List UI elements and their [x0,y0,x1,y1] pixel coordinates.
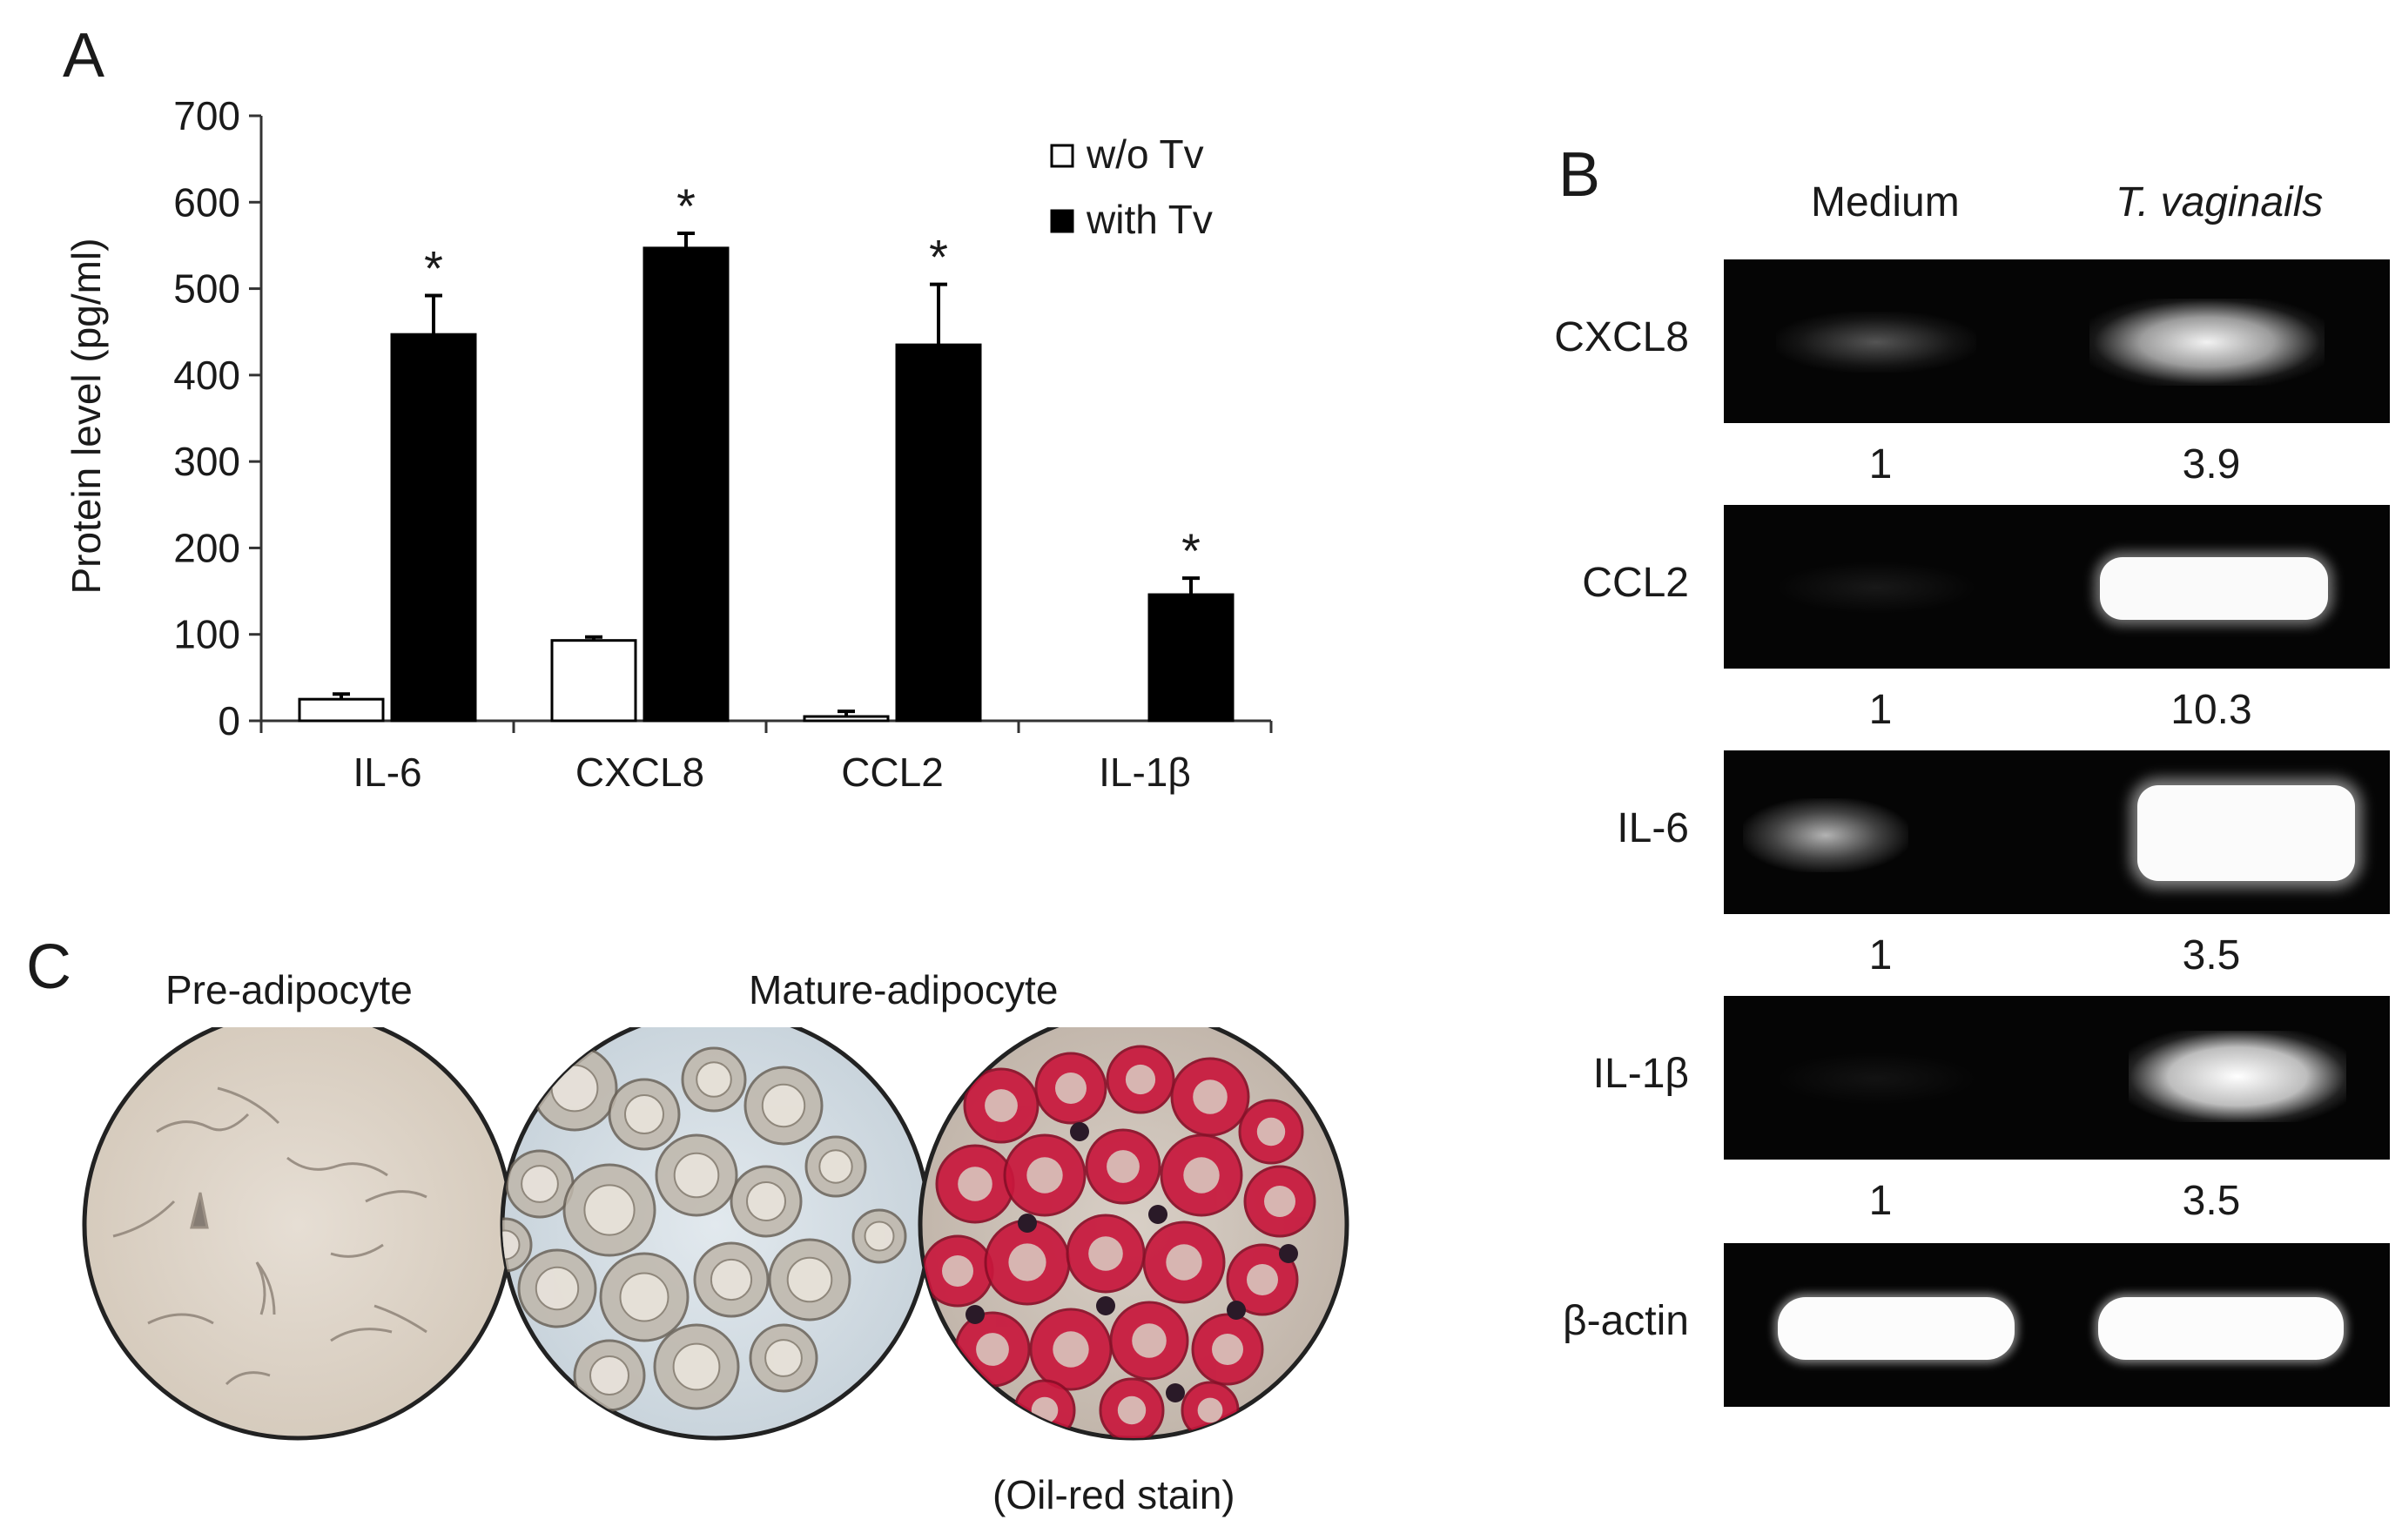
gel-band-medium [1776,312,1976,373]
gel-band-tv [2137,785,2355,881]
gel-ratio-tv: 10.3 [2170,687,2252,733]
gel-ratio-tv: 3.5 [2182,1178,2241,1224]
panel-c-letter: C [26,932,71,1002]
y-tick-label: 700 [173,93,240,138]
panel-a-letter: A [63,21,105,91]
x-axis: IL-6 CXCL8 CCL2 IL-1β [259,719,1273,795]
x-tick-label: CXCL8 [575,750,704,795]
y-axis-label: Protein level (pg/ml) [64,238,109,594]
x-tick-label: CCL2 [841,750,944,795]
gel-band-medium [1776,1052,1976,1105]
micrographs [82,1027,1349,1441]
gel-column-medium: Medium [1811,179,1960,225]
pre-adipocyte-label: Pre-adipocyte [165,967,413,1012]
gel-row-label: CXCL8 [1554,314,1689,360]
pre-adipocyte-micrograph [82,1027,514,1441]
bar [390,333,477,723]
gel-band-tv [2100,557,2328,620]
mature-adipocyte-micrograph [500,1027,932,1441]
gel-band-tv [2098,1297,2344,1360]
bar [803,715,890,723]
y-tick-label: 600 [173,179,240,225]
y-tick-label: 500 [173,266,240,312]
legend: w/o Tv with Tv [1050,131,1213,242]
gel-band-medium [1778,1297,2015,1360]
legend-swatch [1050,144,1074,168]
gel-blot [1724,259,2390,423]
bar [298,697,385,723]
gel-blot [1724,1243,2390,1407]
legend-label: w/o Tv [1086,131,1204,177]
bar [643,246,730,723]
gel-blot [1724,996,2390,1160]
y-axis: 0 100 200 300 400 500 600 700 [173,93,263,743]
gel-row-label: CCL2 [1582,560,1689,606]
oil-red-stain-micrograph [918,1027,1349,1441]
significance-marker: * [1181,523,1201,578]
y-tick-label: 100 [173,612,240,657]
significance-marker: * [424,241,443,296]
y-tick-label: 300 [173,439,240,484]
gel-row-label: IL-1β [1592,1051,1689,1097]
bar [550,639,637,723]
legend-swatch [1050,209,1074,233]
panel-b-letter: B [1558,140,1601,210]
gel-band-tv [2089,299,2325,386]
y-tick-label: 0 [218,698,240,743]
bar [895,343,982,723]
mature-adipocyte-label: Mature-adipocyte [749,967,1059,1012]
legend-label: with Tv [1086,197,1213,242]
gel-ratio-medium: 1 [1868,687,1893,733]
gel-blot [1724,750,2390,914]
bars-group: * * * * [298,178,1235,723]
gel-row-label: β-actin [1563,1298,1689,1344]
gel-ratio-medium: 1 [1868,932,1893,978]
x-tick-label: IL-6 [353,750,421,795]
significance-marker: * [676,178,696,233]
oil-red-stain-label: (Oil-red stain) [992,1472,1235,1517]
gel-ratio-medium: 1 [1868,1178,1893,1224]
panel-a-bar-chart: Protein level (pg/ml) 0 100 200 300 400 500 60… [64,93,1273,795]
gel-band-medium [1776,562,1976,614]
gel-band-tv [2129,1031,2346,1122]
gel-column-tv: T. vaginails [2116,179,2324,225]
gel-blot [1724,505,2390,669]
bar [1147,593,1235,723]
gel-row-label: IL-6 [1617,805,1689,851]
y-tick-label: 200 [173,525,240,570]
gel-ratio-tv: 3.9 [2182,441,2241,488]
y-tick-label: 400 [173,353,240,398]
gel-ratio-medium: 1 [1868,441,1893,488]
gel-ratio-tv: 3.5 [2182,932,2241,978]
x-tick-label: IL-1β [1099,750,1191,795]
gel-band-medium [1743,798,1908,872]
significance-marker: * [929,230,948,285]
